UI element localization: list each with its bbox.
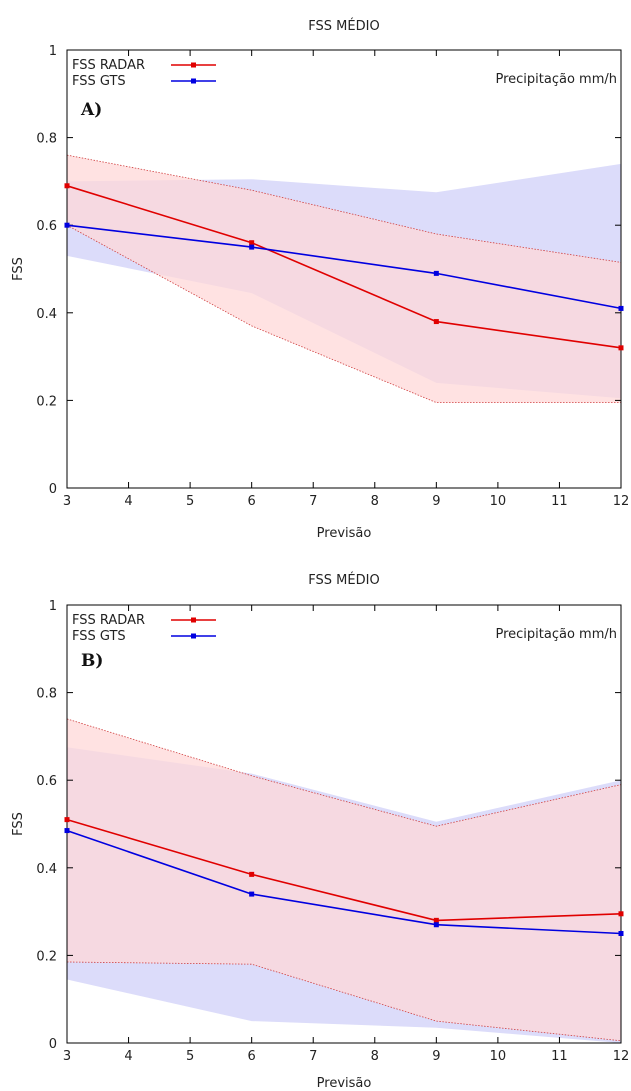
x-tick-label: 11 xyxy=(551,494,568,509)
y-tick-label: 0 xyxy=(49,1037,57,1052)
data-point-gts xyxy=(618,305,624,311)
y-axis-label: FSS xyxy=(11,812,26,836)
plot-frame xyxy=(66,49,622,489)
x-tick-label: 9 xyxy=(432,1049,440,1064)
plot-frame xyxy=(66,604,622,1044)
data-point-gts xyxy=(433,922,439,928)
y-tick-label: 0.8 xyxy=(36,687,57,702)
y-tick-label: 0.6 xyxy=(36,219,57,234)
data-point-radar xyxy=(249,871,255,877)
legend-marker-radar xyxy=(191,62,196,68)
panel-label: B) xyxy=(81,651,103,671)
data-point-radar xyxy=(64,183,70,189)
legend-marker-gts xyxy=(191,78,196,84)
x-tick-label: 8 xyxy=(371,494,379,509)
x-tick-label: 5 xyxy=(186,1049,194,1064)
x-tick-label: 4 xyxy=(124,494,132,509)
radar-band-upper-edge xyxy=(66,718,622,827)
x-tick-label: 11 xyxy=(551,1049,568,1064)
x-tick-label: 3 xyxy=(63,1049,71,1064)
y-tick-label: 0 xyxy=(49,482,57,497)
data-point-radar xyxy=(64,817,70,823)
chart-title: FSS MÉDIO xyxy=(308,572,379,588)
legend-label-gts: FSS GTS xyxy=(72,629,126,644)
y-tick-label: 0.6 xyxy=(36,774,57,789)
y-tick-label: 0.2 xyxy=(36,394,57,409)
legend-label-gts: FSS GTS xyxy=(72,74,126,89)
x-tick-label: 12 xyxy=(613,494,630,509)
legend-label-radar: FSS RADAR xyxy=(72,613,145,628)
units-annotation: Precipitação mm/h xyxy=(495,72,617,87)
y-tick-label: 0.4 xyxy=(36,307,57,322)
series-line-radar xyxy=(66,818,622,922)
legend-marker-gts xyxy=(191,633,196,639)
y-tick-label: 1 xyxy=(49,44,57,59)
panel-label: A) xyxy=(80,100,102,120)
data-point-gts xyxy=(433,270,439,276)
x-tick-label: 10 xyxy=(490,494,507,509)
x-tick-label: 9 xyxy=(432,494,440,509)
data-point-gts xyxy=(618,931,624,936)
x-tick-label: 6 xyxy=(248,494,256,509)
data-point-gts xyxy=(64,828,70,834)
x-tick-label: 5 xyxy=(186,494,194,509)
y-tick-label: 0.8 xyxy=(36,132,57,147)
chart-title: FSS MÉDIO xyxy=(308,18,379,34)
units-annotation: Precipitação mm/h xyxy=(495,627,617,642)
series-line-radar xyxy=(66,185,622,349)
data-point-gts xyxy=(249,244,255,250)
data-point-radar xyxy=(618,911,624,917)
y-tick-label: 0.2 xyxy=(36,949,57,964)
data-point-radar xyxy=(433,917,439,923)
x-tick-label: 7 xyxy=(309,494,317,509)
radar-band-lower-edge xyxy=(66,224,621,404)
x-axis-label: Previsão xyxy=(317,1076,372,1091)
x-tick-label: 10 xyxy=(490,1049,507,1064)
confidence-band-radar xyxy=(67,718,621,1041)
data-point-gts xyxy=(64,222,70,228)
y-tick-label: 1 xyxy=(49,599,57,614)
legend-marker-radar xyxy=(191,617,196,623)
data-point-radar xyxy=(433,319,439,325)
legend-label-radar: FSS RADAR xyxy=(72,58,145,73)
series-line-gts xyxy=(66,829,622,935)
x-tick-label: 8 xyxy=(371,1049,379,1064)
chart-panel-a: FSS MÉDIO 3 4 5 6 7 8 9 10 11 12 0 0.2 0.4 0.6 0.8 1 Prev… xyxy=(11,18,629,541)
x-tick-label: 4 xyxy=(124,1049,132,1064)
data-point-gts xyxy=(249,891,255,897)
series-line-gts xyxy=(66,224,622,310)
x-tick-label: 6 xyxy=(248,1049,256,1064)
x-tick-label: 7 xyxy=(309,1049,317,1064)
x-axis-label: Previsão xyxy=(317,526,372,541)
confidence-band-radar xyxy=(67,155,621,403)
chart-panel-b: FSS MÉDIO 3 4 5 6 7 8 9 10 11 12 0 0.2 0.4 0.6 0.8 1 Prev… xyxy=(11,572,629,1091)
data-point-radar xyxy=(618,345,624,351)
x-tick-label: 12 xyxy=(613,1049,630,1064)
data-point-radar xyxy=(249,240,255,246)
y-tick-label: 0.4 xyxy=(36,862,57,877)
y-axis-label: FSS xyxy=(11,257,26,281)
x-tick-label: 3 xyxy=(63,494,71,509)
radar-band-upper-edge xyxy=(66,154,622,263)
